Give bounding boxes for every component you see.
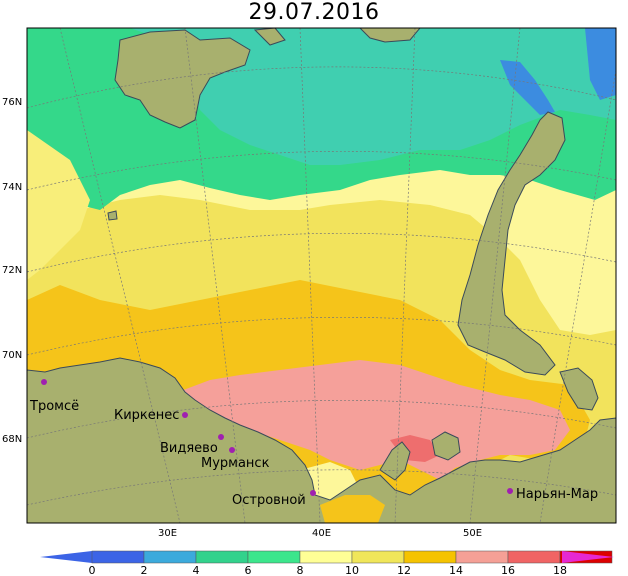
legend-swatch (403, 550, 457, 564)
lat-label-76: 76N (2, 97, 22, 108)
city-label-kirkenes: Киркенес (114, 408, 179, 423)
city-label-vidyaevo: Видяево (160, 441, 218, 456)
lat-label-72: 72N (2, 265, 22, 276)
legend-tick-label: 6 (245, 564, 252, 576)
city-markers (41, 379, 513, 496)
sst-band-12-14 (170, 360, 570, 480)
lat-label-74: 74N (2, 182, 22, 193)
mainland (27, 357, 616, 523)
city-marker-murmansk (229, 447, 235, 453)
legend-swatch (507, 550, 561, 564)
city-marker-kirkenes (182, 412, 188, 418)
city-marker-naryan-mar (507, 488, 513, 494)
vaygach-island (559, 367, 599, 411)
legend-tick-label: 8 (297, 564, 304, 576)
kanin-peninsula (379, 441, 411, 481)
legend-swatch (455, 550, 509, 564)
city-label-ostrovnoy: Островной (232, 493, 306, 508)
city-label-naryan-mar: Нарьян-Мар (516, 487, 598, 502)
kvitoya-island (253, 28, 286, 46)
map-title: 29.07.2016 (248, 0, 380, 25)
kolguev-island (431, 431, 461, 461)
legend-swatch (143, 550, 197, 564)
legend-swatch (299, 550, 353, 564)
legend-tick-label: 4 (193, 564, 200, 576)
legend-swatch (351, 550, 405, 564)
svalbard-landmass (114, 29, 251, 129)
sst-band-0-2-east (585, 28, 616, 100)
legend-arrow-right (562, 551, 614, 563)
legend-swatch (247, 550, 301, 564)
legend-tick-label: 0 (89, 564, 96, 576)
white-sea (320, 495, 385, 523)
legend-swatch (91, 550, 145, 564)
legend-swatch (195, 550, 249, 564)
lon-label-40: 40E (312, 528, 331, 539)
sst-band-6-8-west (27, 130, 90, 280)
legend-tick-label: 2 (141, 564, 148, 576)
legend-tick-label: 10 (345, 564, 359, 576)
lat-label-70: 70N (2, 350, 22, 361)
lat-label-68: 68N (2, 434, 22, 445)
temperature-legend: 0 2 4 6 8 10 12 14 16 18 (40, 550, 614, 576)
map-field (27, 28, 616, 523)
map-frame (26, 27, 617, 524)
city-marker-ostrovnoy (310, 490, 316, 496)
city-label-tromso: Тромсё (29, 399, 79, 414)
novaya-zemlya (457, 111, 566, 376)
sst-band-0-2 (500, 60, 555, 115)
legend-tick-label: 18 (553, 564, 567, 576)
legend-arrow-left (40, 551, 92, 563)
sst-band-2-4 (130, 28, 616, 165)
lon-label-50: 50E (463, 528, 482, 539)
city-marker-tromso (41, 379, 47, 385)
lon-label-30: 30E (158, 528, 177, 539)
legend-tick-label: 12 (397, 564, 411, 576)
legend-tick-label: 16 (501, 564, 515, 576)
franz-josef-land (359, 28, 421, 43)
city-label-murmansk: Мурманск (201, 456, 270, 471)
city-marker-vidyaevo (218, 434, 224, 440)
graticule (27, 28, 616, 523)
bear-island (107, 210, 118, 221)
legend-tick-label: 14 (449, 564, 463, 576)
